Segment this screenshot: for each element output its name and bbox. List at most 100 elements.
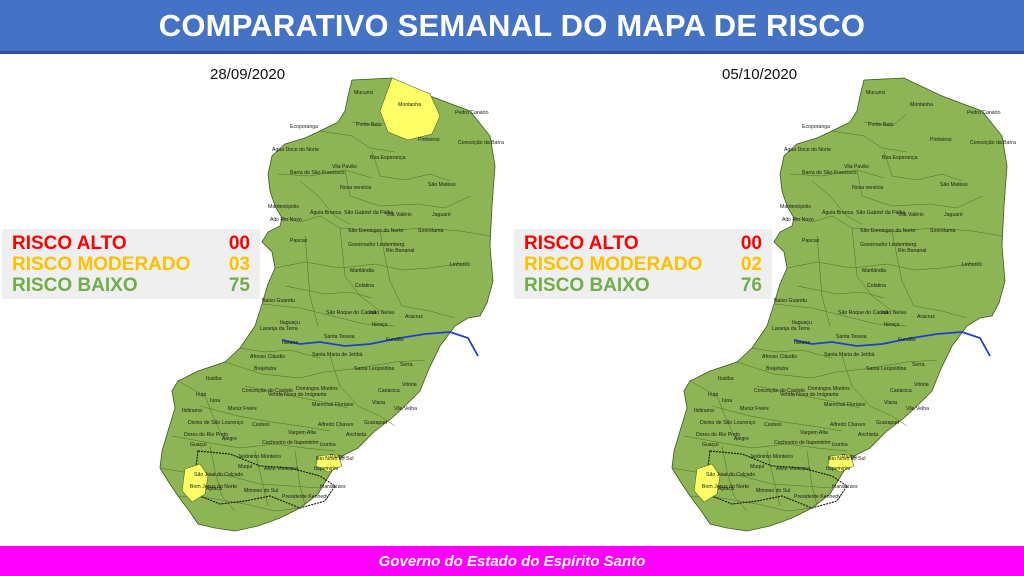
municipality-label: Mucurici [354,90,373,96]
legend-row-high: RISCO ALTO 00 [524,233,762,254]
municipality-label: Itapemirim [826,466,850,472]
municipality-border [773,303,908,327]
state-map: Mucurici Montanha Pedro Canário Ecoporanga P… [159,77,504,532]
municipality-border [254,450,269,507]
municipality-label: Bom Jesus do Norte [702,484,749,490]
municipality-label: Montanha [910,102,933,108]
municipality-label: Santa Maria de Jetibá [312,352,363,358]
municipality-label: Rio Novo do Sul [316,456,354,462]
municipality-border [329,355,396,427]
municipality-label: Atílio Vivacqua [776,466,810,472]
moderate-risk-municipality [693,463,721,503]
municipality-label: Pinheiros [930,137,952,143]
municipality-label: Muniz Freire [228,406,257,412]
municipality-label: Guaçuí [702,442,719,448]
municipality-label: Boa Esperança [370,155,406,161]
municipality-label: Pancas [802,238,820,244]
municipality-label: Pinheiros [418,137,440,143]
regional-boundary [194,450,336,509]
municipality-label: Jerônimo Monteiro [238,454,281,460]
doce-river [793,331,991,357]
municipality-label: Alfredo Chaves [830,422,866,428]
municipality-label: Vitória [914,382,929,388]
municipality-label: Dores do Rio Preto [696,432,740,438]
legend-row-high: RISCO ALTO 00 [12,233,250,254]
municipality-border [789,169,885,179]
municipality-borders [671,113,1003,512]
municipality-border [199,405,331,432]
municipality-label: Jaguaré [432,212,451,218]
municipality-label: São Domingos do Norte [348,228,403,234]
municipality-border [863,113,908,127]
municipality-label: João Neiva [368,310,394,316]
municipality-border [299,180,351,225]
municipality-border [261,303,396,327]
footer-text: Governo do Estado do Espírito Santo [378,552,646,570]
legend-count: 02 [740,254,762,275]
municipality-label: Muqui [238,464,252,470]
municipality-label: Marataízes [832,484,858,490]
legend-count: 00 [740,233,762,254]
municipality-border [683,435,848,452]
municipality-label: Mantenópolis [780,204,811,210]
municipality-label: Ecoporanga [802,124,830,130]
municipality-border [171,435,336,452]
municipality-label: Cariacica [378,388,400,394]
municipality-label: Montanha [398,102,421,108]
municipality-label: São Roque do Canaã [326,310,376,316]
municipality-label: Barra de São Francisco [290,170,345,176]
municipality-label: Alegre [734,436,749,442]
municipality-label: Laranja da Terra [772,326,810,332]
map-panel-week-2: 05/10/2020 Mucurici Montanha Pedro Canário… [512,56,1024,546]
municipality-label: Brejetuba [254,366,276,372]
municipality-label: Itarana [794,340,810,346]
municipality-border [304,235,319,327]
municipality-label: Marilândia [350,268,374,274]
municipality-label: Iconha [832,442,848,448]
page-title: COMPARATIVO SEMANAL DO MAPA DE RISCO [158,7,866,43]
municipality-border [793,215,1003,237]
municipality-label: Rio Novo do Sul [828,456,866,462]
title-bar: COMPARATIVO SEMANAL DO MAPA DE RISCO [0,0,1024,54]
municipality-label: São José do Calçado [706,472,755,478]
map-date: 05/10/2020 [722,66,798,83]
municipality-label: Viana [884,400,897,406]
municipality-border [379,231,456,319]
municipality-label: Irupi [708,392,718,398]
municipality-label: Governador Lindemberg [860,242,916,248]
municipality-label: Domingos Martins [808,386,850,392]
municipality-label: Viana [372,400,385,406]
municipality-label: Marataízes [320,484,346,490]
municipality-border [319,130,396,153]
footer-bar: Governo do Estado do Espírito Santo [0,546,1024,576]
municipality-label: Linhares [450,262,470,268]
municipality-label: Vila Pavão [844,164,869,170]
municipality-label: Jaguaré [944,212,963,218]
municipality-label: Dores do Rio Preto [184,432,228,438]
municipality-label: Itaguaçu [280,320,300,326]
municipality-label: Marechal Floriano [824,402,866,408]
municipality-border [244,385,349,409]
municipality-label: Guarapari [876,420,899,426]
moderate-risk-municipality [315,453,343,473]
legend-label: RISCO ALTO [12,233,127,254]
legend-label: RISCO MODERADO [524,254,703,275]
municipality-label: Alfredo Chaves [318,422,354,428]
municipality-label: São Gabriel da Palha [856,210,905,216]
municipality-label: Mantenópolis [268,204,299,210]
risk-legend: RISCO ALTO 00 RISCO MODERADO 02 RISCO BA… [514,229,772,299]
municipality-label: Vila Valério [898,212,924,218]
municipality-label: Presidente Kennedy [794,494,841,500]
municipality-label: Pancas [290,238,308,244]
municipality-label: Anchieta [346,432,366,438]
municipality-labels: Mucurici Montanha Pedro Canário Ecoporanga P… [182,90,504,500]
municipality-label: Ponto Belo [356,122,381,128]
municipality-label: Irupi [196,392,206,398]
municipality-label: Apiacá [206,486,222,492]
municipality-label: Serra [400,362,413,368]
municipality-label: Santa Teresa [836,334,867,340]
municipality-label: São Gabriel da Palha [344,210,393,216]
municipality-border [274,261,471,271]
municipality-label: Jerônimo Monteiro [750,454,793,460]
legend-label: RISCO ALTO [524,233,639,254]
